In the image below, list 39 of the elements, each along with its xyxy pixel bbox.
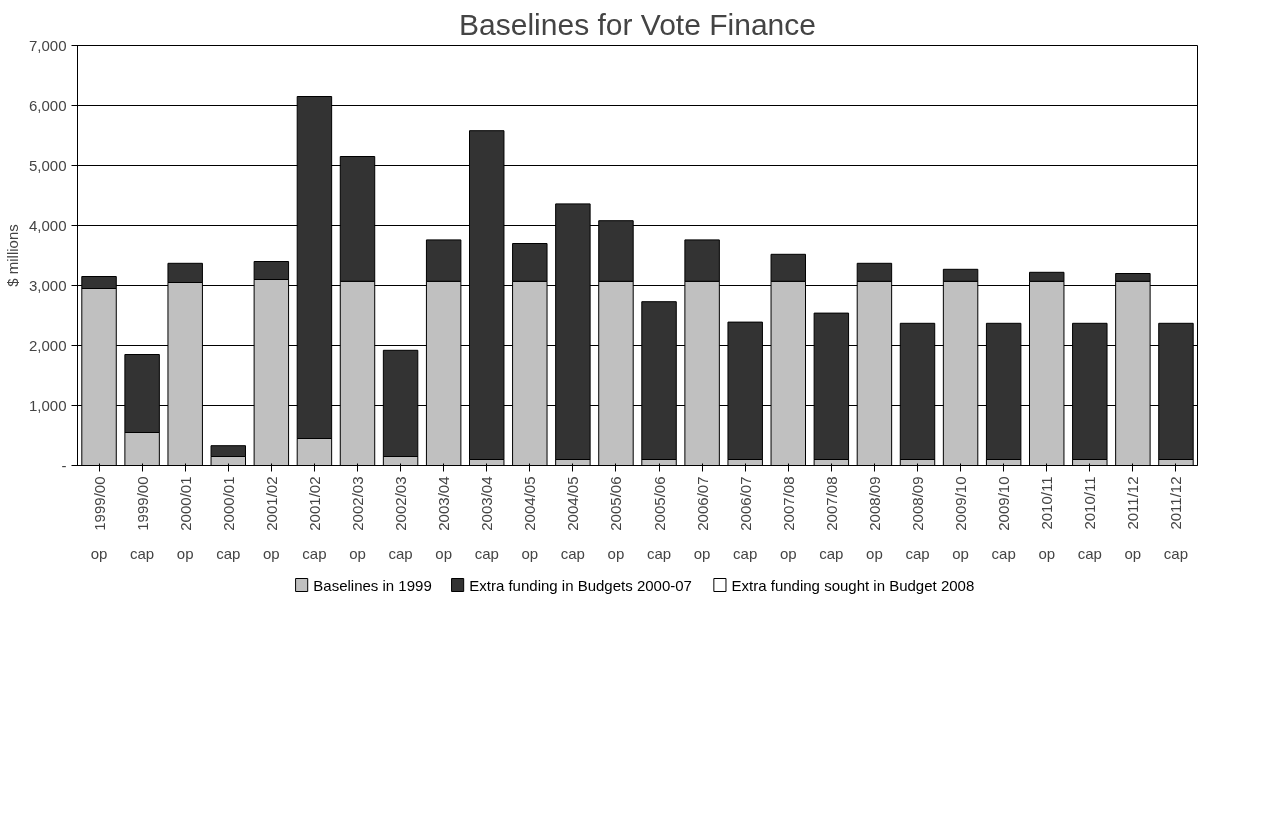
category-label: 2009/10 op — [952, 476, 970, 562]
category-label: 2007/08 cap — [819, 476, 844, 562]
y-tick-label: 6,000 — [28, 96, 67, 114]
chart-title: Baselines for Vote Finance — [459, 7, 816, 41]
y-tick-label: 3,000 — [28, 276, 67, 294]
category-label: 2010/11 op — [1038, 476, 1056, 562]
category-label: 2001/02 op — [262, 476, 280, 562]
category-label: 2000/01 op — [176, 476, 194, 562]
category-label: 1999/00 cap — [130, 476, 155, 562]
category-label: 2005/06 cap — [646, 476, 672, 562]
legend-label: Extra funding in Budgets 2000-07 — [469, 576, 692, 594]
category-label: 2007/08 op — [779, 476, 797, 562]
category-label: 2002/03 cap — [388, 476, 413, 562]
category-label: 2003/04 op — [435, 476, 453, 562]
legend-label: Baselines in 1999 — [313, 576, 432, 594]
y-tick-label: 5,000 — [28, 156, 67, 174]
category-label: 2008/09 cap — [905, 476, 930, 562]
category-label: 2000/01 cap — [216, 476, 241, 562]
category-label: 2002/03 op — [349, 476, 366, 562]
category-label: 2010/11 cap — [1077, 476, 1102, 562]
y-tick-label: - — [61, 456, 67, 474]
legend-label: Extra funding sought in Budget 2008 — [731, 576, 975, 594]
y-tick-label: 4,000 — [28, 216, 67, 234]
category-label: 2008/09 op — [865, 476, 883, 562]
category-label: 2001/02 cap — [302, 476, 327, 562]
y-axis-title: $ millions — [3, 224, 21, 287]
category-label: 1999/00 op — [90, 476, 108, 562]
category-label: 2011/12 op — [1124, 476, 1142, 562]
category-label: 2004/05 cap — [560, 476, 585, 562]
category-label: 2009/10 cap — [991, 476, 1016, 562]
y-tick-label: 1,000 — [28, 396, 67, 414]
category-label: 2006/07 op — [693, 476, 711, 562]
y-tick-label: 7,000 — [28, 36, 67, 54]
category-label: 2005/06 op — [607, 476, 625, 562]
y-tick-label: 2,000 — [28, 336, 67, 354]
category-label: 2006/07 cap — [733, 476, 758, 562]
category-label: 2011/12 cap — [1163, 476, 1189, 562]
category-label: 2003/04 cap — [474, 476, 499, 562]
category-label: 2004/05 op — [521, 476, 539, 562]
